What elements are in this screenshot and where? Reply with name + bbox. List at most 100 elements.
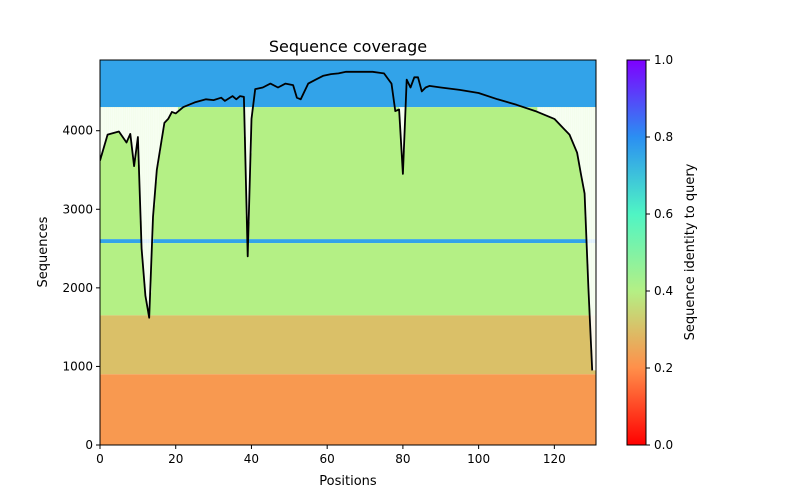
colorbar-label: Sequence identity to query xyxy=(683,163,698,340)
coverage-gap xyxy=(175,107,178,113)
coverage-gap xyxy=(164,107,167,122)
coverage-gap xyxy=(554,107,557,120)
coverage-gap xyxy=(548,107,551,117)
coverage-gap xyxy=(170,107,173,114)
x-tick-label: 60 xyxy=(320,452,335,466)
coverage-gap xyxy=(103,107,106,145)
coverage-gap xyxy=(132,107,135,159)
y-tick-label: 3000 xyxy=(62,202,93,216)
coverage-gap xyxy=(569,107,572,137)
coverage-gap xyxy=(130,107,133,142)
y-tick-label: 0 xyxy=(85,438,93,452)
coverage-gap xyxy=(571,107,574,142)
coverage-gap xyxy=(137,107,141,165)
colorbar-tick-label: 0.0 xyxy=(654,438,673,452)
colorbar-tick-label: 0.8 xyxy=(654,130,673,144)
coverage-gap xyxy=(588,107,591,309)
coverage-gap xyxy=(577,107,580,159)
coverage-gap xyxy=(552,107,555,119)
coverage-gap xyxy=(586,107,589,265)
coverage-gap xyxy=(537,107,540,113)
coverage-gap xyxy=(153,107,156,206)
coverage-gap xyxy=(143,107,146,284)
x-axis-ticks: 0 20 40 60 80 100 120 xyxy=(96,445,566,466)
coverage-gap xyxy=(107,107,110,135)
y-axis-ticks: 0 1000 2000 3000 4000 xyxy=(62,124,100,452)
identity-band xyxy=(100,243,596,316)
identity-band xyxy=(100,107,596,240)
identity-band xyxy=(100,239,596,244)
coverage-line-layer xyxy=(100,70,594,371)
coverage-gap xyxy=(560,107,563,126)
coverage-gap xyxy=(154,107,158,182)
coverage-gap xyxy=(247,107,250,223)
coverage-gap xyxy=(580,107,584,179)
coverage-gap xyxy=(115,107,118,133)
coverage-gap xyxy=(113,107,116,133)
x-tick-label: 0 xyxy=(96,452,104,466)
coverage-gap xyxy=(168,107,171,118)
coverage-gap xyxy=(100,107,103,158)
colorbar-tick-label: 0.4 xyxy=(654,284,673,298)
coverage-gap xyxy=(541,107,544,114)
coverage-gap xyxy=(573,107,576,146)
coverage-gap xyxy=(556,107,559,122)
coverage-heatmap xyxy=(100,60,596,445)
coverage-gap xyxy=(401,107,404,158)
coverage-gap xyxy=(575,107,578,151)
coverage-gap xyxy=(173,107,177,114)
colorbar-tick-label: 1.0 xyxy=(654,53,673,67)
coverage-gap xyxy=(126,107,129,141)
coverage-gap xyxy=(544,107,548,116)
plot-frame xyxy=(99,59,597,446)
coverage-gap xyxy=(245,107,248,217)
coverage-gap xyxy=(160,107,163,141)
coverage-gap xyxy=(156,107,159,165)
coverage-gap xyxy=(139,107,142,221)
coverage-gap xyxy=(590,107,593,350)
x-tick-label: 40 xyxy=(244,452,259,466)
coverage-gap xyxy=(546,107,549,117)
colorbar-tick-label: 0.2 xyxy=(654,361,673,375)
x-tick-label: 20 xyxy=(168,452,183,466)
coverage-gap xyxy=(171,107,175,113)
coverage-gap xyxy=(550,107,553,118)
coverage-gap xyxy=(117,107,120,132)
colorbar xyxy=(626,59,647,446)
y-axis-label: Sequences xyxy=(36,216,51,287)
coverage-gap xyxy=(141,107,144,261)
coverage-gap xyxy=(567,107,570,134)
chart-title: Sequence coverage xyxy=(269,37,427,56)
identity-band xyxy=(100,315,596,375)
coverage-line xyxy=(100,70,594,371)
coverage-gap xyxy=(122,107,125,139)
x-tick-label: 80 xyxy=(395,452,410,466)
y-tick-label: 2000 xyxy=(62,281,93,295)
coverage-gap xyxy=(594,107,596,371)
coverage-gap xyxy=(134,107,137,159)
coverage-gap xyxy=(565,107,568,132)
coverage-gap xyxy=(563,107,567,130)
coverage-gap xyxy=(118,107,122,133)
coverage-gap xyxy=(128,107,131,137)
coverage-gap xyxy=(135,107,139,145)
x-tick-label: 100 xyxy=(467,452,490,466)
coverage-gap xyxy=(149,107,152,293)
x-axis-label: Positions xyxy=(319,474,377,489)
coverage-gap xyxy=(111,107,114,134)
coverage-gap xyxy=(584,107,587,218)
identity-band xyxy=(100,60,596,108)
coverage-gap xyxy=(124,107,127,142)
coverage-gap xyxy=(158,107,161,153)
coverage-gap xyxy=(101,107,105,151)
coverage-gap xyxy=(166,107,169,120)
x-tick-label: 120 xyxy=(543,452,566,466)
colorbar-tick-label: 0.6 xyxy=(654,207,673,221)
colorbar-ticks: 0.0 0.2 0.4 0.6 0.8 1.0 xyxy=(646,53,673,452)
coverage-gap xyxy=(539,107,542,114)
coverage-gap xyxy=(542,107,546,115)
coverage-gap xyxy=(109,107,112,134)
coverage-gap xyxy=(162,107,165,129)
coverage-gap xyxy=(105,107,108,138)
